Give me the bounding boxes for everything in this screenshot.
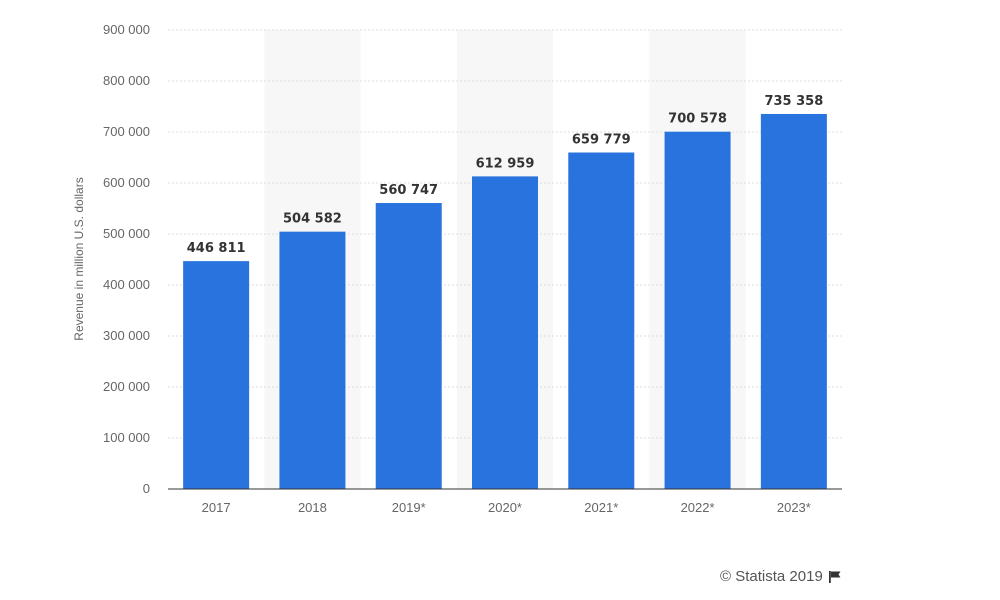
y-tick-label: 900 000 — [103, 22, 150, 37]
y-tick-label: 0 — [143, 481, 150, 496]
y-tick-labels: 0 100 000 200 000 300 000 400 000 500 000 600 … — [103, 22, 150, 496]
y-tick-label: 800 000 — [103, 73, 150, 88]
bars — [183, 113, 827, 490]
bar[interactable] — [183, 261, 250, 489]
y-tick-label: 700 000 — [103, 124, 150, 139]
y-tick-label: 200 000 — [103, 379, 150, 394]
bar[interactable] — [279, 231, 346, 489]
statista-credit[interactable]: © Statista 2019 — [720, 568, 842, 585]
y-tick-label: 300 000 — [103, 328, 150, 343]
flag-icon — [828, 570, 841, 583]
data-label: 735 358 — [764, 94, 823, 109]
x-tick-label: 2019* — [392, 500, 426, 515]
data-label: 612 959 — [476, 156, 535, 171]
data-label: 700 578 — [668, 112, 727, 127]
bar[interactable] — [472, 176, 538, 489]
y-tick-label: 500 000 — [103, 226, 150, 241]
data-label: 446 811 — [187, 241, 246, 256]
credit-text: © Statista 2019 — [720, 568, 823, 585]
x-tick-label: 2018 — [298, 500, 327, 515]
bar-chart: 446 811 504 582 560 747 612 959 659 779 700 5… — [72, 22, 842, 515]
x-tick-label: 2023* — [777, 500, 811, 515]
bar[interactable] — [760, 113, 827, 490]
x-tick-label: 2021* — [584, 500, 618, 515]
bar[interactable] — [664, 131, 731, 490]
y-tick-label: 100 000 — [103, 430, 150, 445]
data-label: 504 582 — [283, 212, 342, 227]
data-label: 659 779 — [572, 133, 631, 148]
x-tick-label: 2020* — [488, 500, 522, 515]
y-tick-label: 600 000 — [103, 175, 150, 190]
y-axis-title: Revenue in million U.S. dollars — [72, 177, 86, 340]
bar[interactable] — [568, 152, 635, 490]
x-tick-label: 2017 — [202, 500, 231, 515]
data-label: 560 747 — [379, 183, 438, 198]
x-tick-label: 2022* — [681, 500, 715, 515]
y-tick-label: 400 000 — [103, 277, 150, 292]
x-tick-labels: 2017 2018 2019* 2020* 2021* 2022* 2023* — [202, 500, 811, 515]
bar[interactable] — [375, 203, 442, 489]
data-labels: 446 811 504 582 560 747 612 959 659 779 700 5… — [187, 94, 824, 256]
